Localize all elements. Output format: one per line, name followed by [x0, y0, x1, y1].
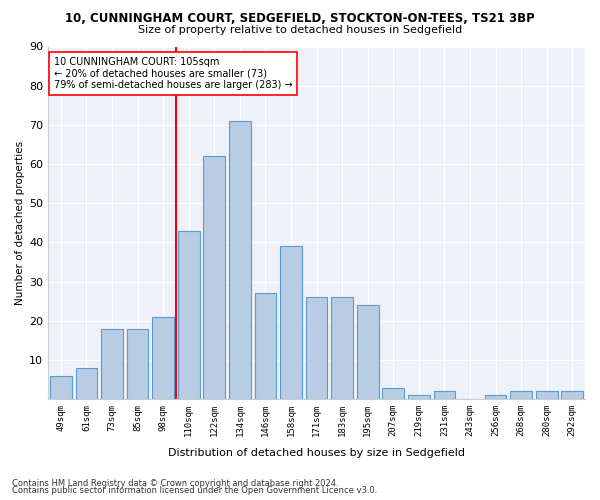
Bar	[229, 121, 251, 400]
Bar	[562, 392, 583, 400]
Bar	[127, 328, 148, 400]
Bar	[382, 388, 404, 400]
Bar	[331, 298, 353, 400]
Text: 10 CUNNINGHAM COURT: 105sqm
← 20% of detached houses are smaller (73)
79% of sem: 10 CUNNINGHAM COURT: 105sqm ← 20% of det…	[53, 57, 292, 90]
Bar	[536, 392, 557, 400]
Bar	[101, 328, 123, 400]
Bar	[485, 396, 506, 400]
Text: 10, CUNNINGHAM COURT, SEDGEFIELD, STOCKTON-ON-TEES, TS21 3BP: 10, CUNNINGHAM COURT, SEDGEFIELD, STOCKT…	[65, 12, 535, 26]
Bar	[152, 317, 174, 400]
Bar	[203, 156, 225, 400]
Bar	[76, 368, 97, 400]
Y-axis label: Number of detached properties: Number of detached properties	[15, 141, 25, 305]
Bar	[254, 294, 277, 400]
Text: Contains HM Land Registry data © Crown copyright and database right 2024.: Contains HM Land Registry data © Crown c…	[12, 478, 338, 488]
Text: Contains public sector information licensed under the Open Government Licence v3: Contains public sector information licen…	[12, 486, 377, 495]
Bar	[510, 392, 532, 400]
X-axis label: Distribution of detached houses by size in Sedgefield: Distribution of detached houses by size …	[168, 448, 465, 458]
Bar	[357, 305, 379, 400]
Text: Size of property relative to detached houses in Sedgefield: Size of property relative to detached ho…	[138, 25, 462, 35]
Bar	[178, 230, 200, 400]
Bar	[434, 392, 455, 400]
Bar	[306, 298, 328, 400]
Bar	[50, 376, 72, 400]
Bar	[280, 246, 302, 400]
Bar	[408, 396, 430, 400]
